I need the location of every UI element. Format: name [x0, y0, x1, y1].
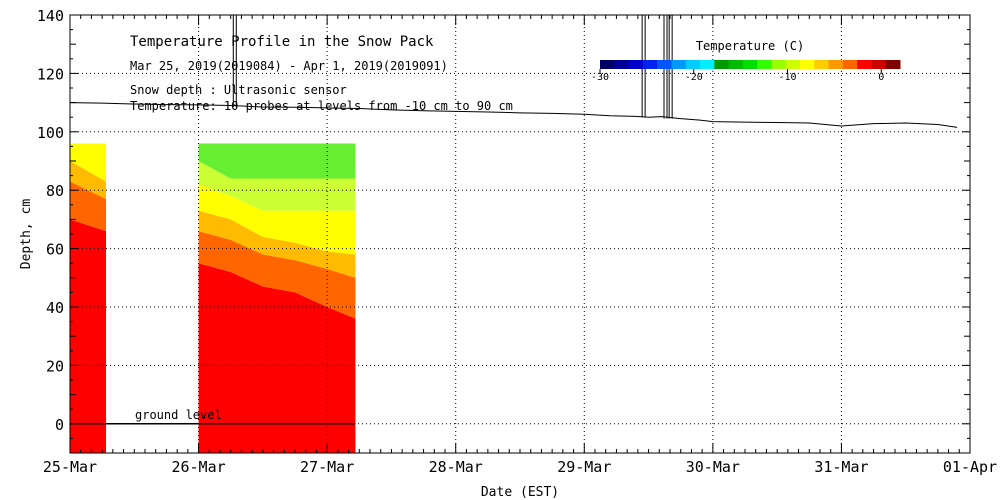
x-tick-label: 26-Mar [171, 458, 225, 476]
colorbar-tick-label: -30 [591, 72, 609, 83]
y-tick-label: 60 [46, 241, 64, 259]
colorbar-title: Temperature (C) [696, 39, 804, 53]
colorbar-cell [614, 60, 630, 69]
axis-ticks: 0 20 40 60 80 100 120 140 25-Mar 26-Mar 27-Mar 28-M… [37, 7, 997, 476]
y-tick-label: 100 [37, 124, 64, 142]
y-tick-label: 120 [37, 65, 64, 83]
temperature-band [70, 143, 106, 182]
colorbar-cell [871, 60, 887, 69]
colorbar-cell [600, 60, 615, 69]
y-tick-label: 20 [46, 357, 64, 375]
temperature-band [70, 219, 106, 453]
colorbar-tick-label: -10 [778, 72, 796, 83]
colorbar: Temperature (C) -30 -20 -10 0 [591, 39, 901, 83]
temperature-heatmap [70, 143, 356, 453]
chart-subtitle: Mar 25, 2019(2019084) - Apr 1, 2019(2019… [130, 59, 448, 73]
temperature-band [198, 143, 356, 179]
colorbar-cell [800, 60, 815, 69]
temperature-band [198, 263, 356, 453]
colorbar-cell [728, 60, 744, 69]
colorbar-cell [814, 60, 830, 69]
temperature-band [70, 161, 106, 199]
temperature-band [198, 231, 356, 319]
y-tick-label: 40 [46, 299, 64, 317]
x-tick-label: 28-Mar [429, 458, 483, 476]
y-tick-label: 140 [37, 7, 64, 25]
colorbar-cell [757, 60, 772, 69]
x-tick-label: 29-Mar [557, 458, 611, 476]
x-tick-label: 25-Mar [43, 458, 97, 476]
temperature-band [198, 184, 356, 255]
note-snow-depth: Snow depth : Ultrasonic sensor [130, 83, 347, 97]
x-axis-label: Date (EST) [481, 485, 559, 500]
x-tick-label: 31-Mar [814, 458, 868, 476]
colorbar-cell [842, 60, 858, 69]
y-axis-label: Depth, cm [19, 199, 34, 270]
ground-level-label: ground level [135, 408, 222, 422]
colorbar-cell [785, 60, 801, 69]
colorbar-cell [685, 60, 701, 69]
colorbar-cell [657, 60, 672, 69]
temperature-band [70, 181, 106, 232]
colorbar-cell [714, 60, 730, 69]
colorbar-cell [628, 60, 644, 69]
y-tick-label: 0 [55, 416, 64, 434]
colorbar-tick-label: 0 [878, 72, 884, 83]
colorbar-cell [857, 60, 872, 69]
colorbar-cell [742, 60, 758, 69]
temperature-band [198, 161, 356, 211]
colorbar-tick-label: -20 [685, 72, 703, 83]
y-tick-label: 80 [46, 182, 64, 200]
colorbar-cell [771, 60, 787, 69]
x-tick-label: 30-Mar [686, 458, 740, 476]
colorbar-cell [885, 60, 901, 69]
colorbar-cell [671, 60, 687, 69]
chart-title: Temperature Profile in the Snow Pack [130, 34, 434, 50]
colorbar-cell [828, 60, 844, 69]
x-tick-label: 27-Mar [300, 458, 354, 476]
colorbar-cell [700, 60, 715, 69]
temperature-band [198, 210, 356, 278]
note-temperature: Temperature: 10 probes at levels from -1… [130, 99, 513, 113]
colorbar-cell [642, 60, 658, 69]
x-tick-label: 01-Apr [943, 458, 997, 476]
ground-level: ground level [70, 408, 356, 425]
